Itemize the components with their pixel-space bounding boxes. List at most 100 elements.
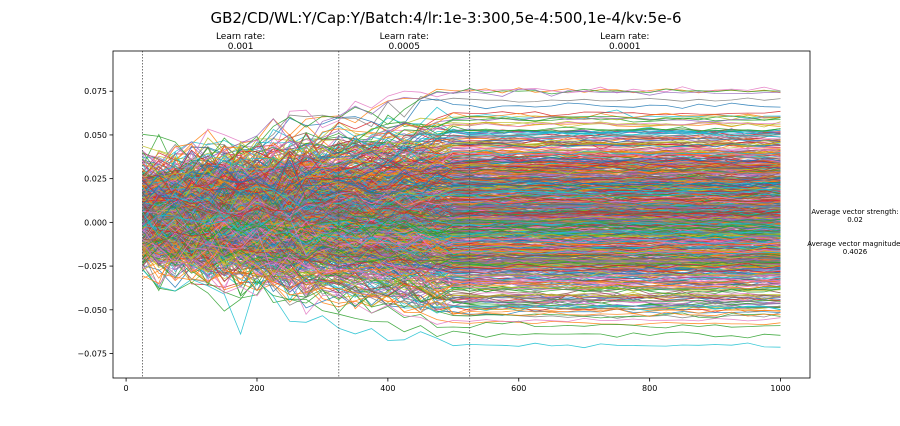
series-line bbox=[142, 260, 781, 326]
x-tick-label: 1000 bbox=[770, 384, 790, 393]
series-line bbox=[142, 195, 781, 218]
series-line bbox=[142, 249, 781, 299]
series-line bbox=[142, 215, 781, 257]
series-line bbox=[142, 240, 781, 302]
series-line bbox=[142, 185, 781, 220]
series-line bbox=[142, 237, 781, 293]
series-line bbox=[142, 112, 781, 172]
x-tick-label: 200 bbox=[249, 384, 264, 393]
series-line bbox=[142, 115, 781, 189]
series-line bbox=[142, 180, 781, 212]
y-tick-label: 0.075 bbox=[84, 87, 107, 96]
y-tick-label: 0.025 bbox=[84, 175, 107, 184]
series-line bbox=[142, 229, 781, 286]
series-line bbox=[142, 193, 781, 224]
series-line bbox=[142, 195, 781, 224]
series-line bbox=[142, 244, 781, 289]
series-line bbox=[142, 214, 781, 241]
series-line bbox=[142, 240, 781, 308]
series-line bbox=[142, 142, 781, 190]
y-tick-label: −0.050 bbox=[77, 306, 107, 315]
series-line bbox=[142, 150, 781, 198]
series-line bbox=[142, 240, 781, 305]
series-line bbox=[142, 192, 781, 221]
series-layer bbox=[142, 86, 781, 349]
series-line bbox=[142, 116, 781, 181]
learn-rate-label: Learn rate: bbox=[380, 32, 429, 42]
series-line bbox=[142, 155, 781, 197]
series-line bbox=[142, 248, 781, 317]
series-line bbox=[142, 213, 781, 248]
learn-rate-value: 0.001 bbox=[228, 42, 254, 52]
series-line bbox=[142, 212, 781, 250]
series-line bbox=[142, 173, 781, 215]
series-line bbox=[142, 138, 781, 207]
series-line bbox=[142, 122, 781, 174]
annotation-value: 0.02 bbox=[847, 216, 863, 224]
series-line bbox=[142, 231, 781, 273]
x-axis-ticks: 0 200 400 600 800 1000 bbox=[124, 378, 791, 393]
series-line bbox=[142, 146, 781, 192]
series-line bbox=[142, 96, 781, 166]
series-line bbox=[142, 211, 781, 256]
y-tick-label: −0.075 bbox=[77, 350, 107, 359]
y-tick-label: 0.050 bbox=[84, 131, 107, 140]
series-line bbox=[142, 216, 781, 259]
series-line bbox=[142, 178, 781, 227]
series-line bbox=[142, 216, 781, 265]
series-line bbox=[142, 204, 781, 236]
series-line bbox=[142, 87, 781, 162]
series-line bbox=[142, 269, 781, 349]
series-line bbox=[142, 225, 781, 262]
y-tick-label: −0.025 bbox=[77, 262, 107, 271]
series-line bbox=[142, 218, 781, 257]
series-line bbox=[142, 139, 781, 180]
series-line bbox=[142, 257, 781, 325]
x-tick-label: 400 bbox=[380, 384, 395, 393]
series-line bbox=[142, 213, 781, 257]
learn-rate-label: Learn rate: bbox=[600, 32, 649, 42]
series-line bbox=[142, 152, 781, 205]
series-line bbox=[142, 130, 781, 199]
series-line bbox=[142, 237, 781, 300]
series-line bbox=[142, 167, 781, 206]
series-line bbox=[142, 88, 781, 180]
series-line bbox=[142, 222, 781, 244]
series-line bbox=[142, 235, 781, 302]
series-line bbox=[142, 160, 781, 218]
axes-frame bbox=[112, 50, 811, 379]
series-line bbox=[142, 193, 781, 233]
annotation-label: Average vector strength: bbox=[811, 208, 898, 216]
series-line bbox=[142, 187, 781, 229]
series-line bbox=[142, 234, 781, 258]
series-line bbox=[142, 182, 781, 242]
series-line bbox=[142, 184, 781, 220]
series-line bbox=[142, 179, 781, 224]
learn-rate-value: 0.0001 bbox=[609, 42, 641, 52]
chart-title: GB2/CD/WL:Y/Cap:Y/Batch:4/lr:1e-3:300,5e… bbox=[210, 9, 681, 27]
series-line bbox=[142, 240, 781, 315]
series-line bbox=[142, 193, 781, 218]
series-line bbox=[142, 146, 781, 209]
annotation-value: 0.4026 bbox=[843, 248, 868, 256]
learn-rate-label: Learn rate: bbox=[216, 32, 265, 42]
y-axis-ticks: −0.075 −0.050 −0.025 0.000 0.025 0.050 0.075 bbox=[77, 87, 113, 359]
learn-rate-value: 0.0005 bbox=[388, 42, 420, 52]
series-line bbox=[142, 227, 781, 267]
x-tick-label: 800 bbox=[642, 384, 657, 393]
x-tick-label: 0 bbox=[124, 384, 129, 393]
series-line bbox=[142, 245, 781, 307]
y-tick-label: 0.000 bbox=[84, 218, 107, 227]
series-line bbox=[142, 169, 781, 209]
series-line bbox=[142, 190, 781, 231]
x-tick-label: 600 bbox=[511, 384, 526, 393]
series-line bbox=[142, 198, 781, 235]
series-line bbox=[142, 186, 781, 232]
annotation-label: Average vector magnitude: bbox=[807, 240, 900, 248]
side-annotations: Average vector strength:0.02 Average vect… bbox=[807, 208, 900, 256]
series-line bbox=[142, 130, 781, 186]
series-line bbox=[142, 159, 781, 206]
series-line bbox=[142, 268, 781, 339]
